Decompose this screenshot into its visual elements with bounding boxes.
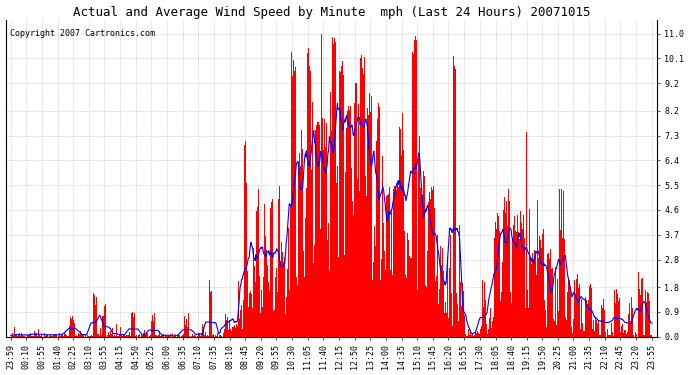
Title: Actual and Average Wind Speed by Minute  mph (Last 24 Hours) 20071015: Actual and Average Wind Speed by Minute … <box>73 6 591 18</box>
Text: Copyright 2007 Cartronics.com: Copyright 2007 Cartronics.com <box>10 29 155 38</box>
